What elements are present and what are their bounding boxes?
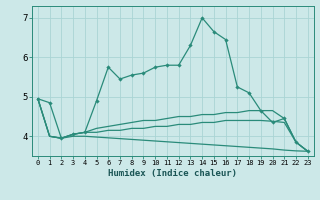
- X-axis label: Humidex (Indice chaleur): Humidex (Indice chaleur): [108, 169, 237, 178]
